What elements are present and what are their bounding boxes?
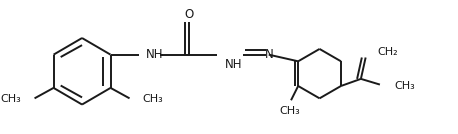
Text: NH: NH bbox=[224, 58, 242, 71]
Text: NH: NH bbox=[146, 48, 164, 61]
Text: CH₃: CH₃ bbox=[0, 94, 21, 104]
Text: O: O bbox=[184, 8, 194, 21]
Text: N: N bbox=[265, 48, 274, 61]
Text: CH₃: CH₃ bbox=[143, 94, 164, 104]
Text: CH₃: CH₃ bbox=[394, 81, 415, 91]
Text: CH₂: CH₂ bbox=[377, 47, 398, 57]
Text: CH₃: CH₃ bbox=[279, 106, 300, 116]
